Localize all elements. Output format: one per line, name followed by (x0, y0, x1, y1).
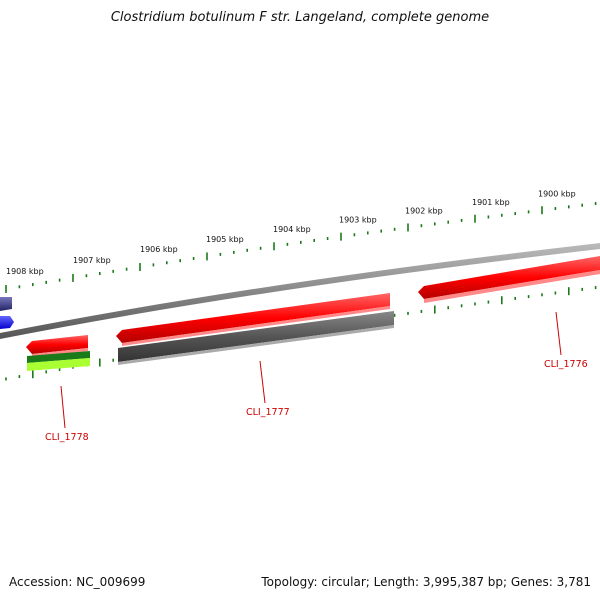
partial-gene-navy (0, 297, 12, 311)
leader-line-cli-1777 (259, 360, 266, 404)
gene-cli-1777-forward-shadow (122, 306, 390, 346)
gene-cli-1776-shadow (424, 270, 600, 303)
scale-label: 1906 kbp (140, 245, 178, 254)
scale-label: 1902 kbp (405, 206, 443, 215)
gene-cli-1778-arrow[interactable] (26, 335, 88, 354)
leader-line-cli-1778 (60, 385, 66, 429)
scale-label: 1904 kbp (273, 225, 311, 234)
genome-backbone (0, 243, 600, 339)
map-title: Clostridium botulinum F str. Langeland, … (110, 10, 490, 25)
scale-label: 1908 kbp (6, 267, 44, 276)
gene-label-cli-1778[interactable]: CLI_1778 (45, 432, 89, 443)
gene-cli-1776-arrow[interactable] (418, 256, 600, 299)
gene-cli-1777-reverse-shadow (118, 325, 394, 365)
leader-line-cli-1776 (555, 311, 562, 356)
accession-text: Accession: NC_009699 (9, 575, 146, 589)
scale-label: 1903 kbp (339, 215, 377, 224)
rna-feature-light-green (27, 358, 90, 371)
rna-feature-dark-green (27, 351, 90, 363)
scale-label: 1905 kbp (206, 235, 244, 244)
scale-label: 1900 kbp (538, 189, 576, 198)
scale-labels: 1900 kbp 1901 kbp 1902 kbp 1903 kbp 1904 kbp… (6, 189, 576, 276)
outer-scale-ticks (5, 202, 597, 294)
gene-label-cli-1776[interactable]: CLI_1776 (544, 359, 588, 370)
partial-gene-blue (0, 316, 14, 329)
gene-cli-1777-forward-arrow[interactable] (116, 293, 390, 343)
topology-text: Topology: circular; Length: 3,995,387 bp… (261, 575, 591, 589)
scale-label: 1907 kbp (73, 256, 111, 265)
gene-label-cli-1777[interactable]: CLI_1777 (246, 407, 290, 418)
scale-label: 1901 kbp (472, 198, 510, 207)
gene-cli-1777-reverse-arrow[interactable] (118, 311, 394, 362)
